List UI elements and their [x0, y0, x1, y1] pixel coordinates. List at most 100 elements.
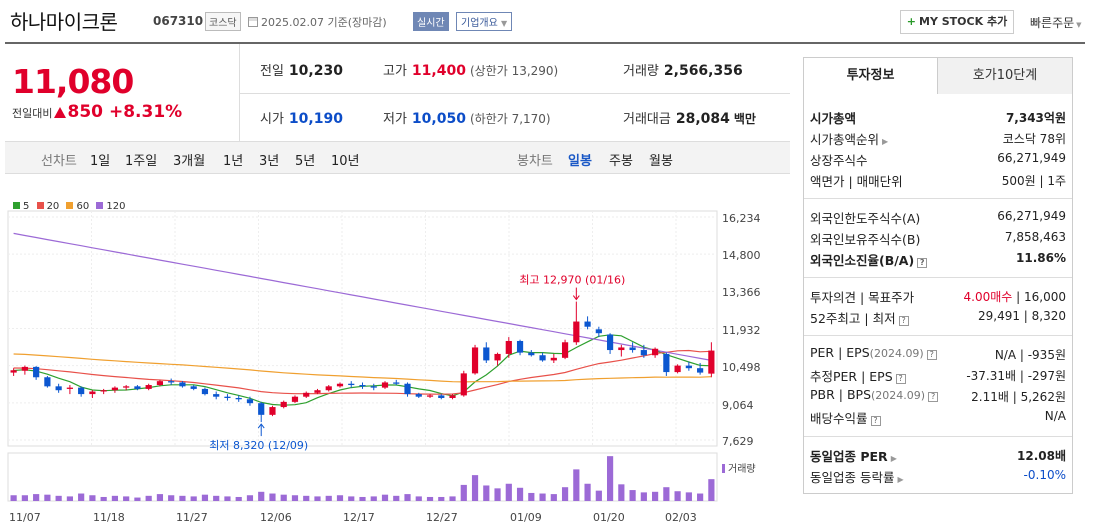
legend-ma120: 120 — [106, 201, 126, 212]
low-label: 저가 — [383, 112, 407, 127]
help-icon[interactable]: ? — [928, 392, 939, 402]
candle-body — [190, 386, 197, 389]
info-row-sector-per[interactable]: 동일업종 PER ▶ 12.08배 — [810, 446, 1066, 466]
upper-limit: (상한가 13,290) — [469, 64, 559, 78]
tab-investment-info[interactable]: 투자정보 — [804, 58, 938, 94]
volume-bar — [674, 491, 681, 501]
low-marker-arrowhead — [257, 423, 265, 429]
realtime-button[interactable]: 실시간 — [413, 12, 449, 31]
company-overview-dropdown[interactable]: 기업개요 ▼ — [456, 12, 513, 31]
volume-bar — [269, 493, 276, 501]
stock-name: 하나마이크론 — [10, 10, 118, 34]
volume-label-text: 거래량 — [728, 464, 756, 475]
prev-close: 전일 10,230 — [260, 60, 343, 79]
candle-body — [460, 373, 467, 396]
candle-body — [303, 392, 310, 397]
period-daily[interactable]: 일봉 — [568, 154, 592, 169]
period-1d[interactable]: 1일 — [90, 154, 111, 169]
row-label-wrap: 52주최고 | 최저? — [810, 308, 909, 327]
candle-body — [584, 321, 591, 327]
candle-body — [168, 381, 175, 383]
volume-bar — [415, 496, 422, 501]
open-price: 시가 10,190 — [260, 108, 343, 127]
tab-order-book[interactable]: 호가10단계 — [938, 58, 1072, 94]
help-icon[interactable]: ? — [895, 374, 906, 384]
candle-body — [201, 388, 209, 395]
volume-bar — [156, 494, 164, 501]
row-label: 외국인보유주식수(B) — [810, 232, 921, 247]
x-tick: 12/06 — [260, 511, 292, 524]
legend-swatch — [66, 202, 74, 209]
ma5-line — [13, 334, 712, 406]
volume-swatch — [722, 464, 725, 473]
row-value: 11.86% — [1016, 251, 1066, 265]
chevron-down-icon: ▼ — [1076, 21, 1082, 29]
candle-body — [528, 352, 535, 356]
candle-body — [505, 340, 512, 354]
info-row-foreign-held: 외국인보유주식수(B) 7,858,463 — [810, 229, 1066, 249]
up-triangle-icon — [54, 107, 67, 118]
period-10y[interactable]: 10년 — [331, 154, 360, 169]
candle-body — [471, 347, 479, 374]
row-value: -37.31배 | -297원 — [966, 369, 1066, 383]
period-monthly[interactable]: 월봉 — [649, 154, 673, 169]
volume-bar — [55, 495, 62, 501]
price-chart[interactable]: 5 20 60 120 최고 12,970 (01/16) 최저 8,320 (1… — [5, 195, 790, 531]
candle-body — [314, 390, 321, 393]
legend-ma60: 60 — [76, 201, 90, 212]
candle-body — [516, 340, 524, 353]
help-icon[interactable]: ? — [926, 350, 937, 360]
period-weekly[interactable]: 주봉 — [609, 154, 633, 169]
legend-ma20: 20 — [46, 201, 60, 212]
candle-body — [213, 394, 220, 397]
high-marker-arrowhead — [572, 295, 580, 301]
candle-body — [269, 407, 276, 415]
volume-bar — [246, 495, 254, 501]
stock-code: 067310 — [153, 14, 204, 28]
period-1w[interactable]: 1주일 — [125, 154, 158, 169]
info-tabs: 투자정보 호가10단계 — [804, 58, 1072, 94]
help-icon[interactable]: ? — [870, 416, 881, 426]
ma120-line — [13, 232, 712, 361]
help-icon[interactable]: ? — [917, 258, 928, 268]
trade-amount: 거래대금 28,084 백만 — [623, 108, 756, 127]
row-value: 7,343억원 — [1005, 111, 1066, 125]
row-label: 52주최고 | 최저 — [810, 311, 896, 326]
candle-body — [539, 355, 546, 361]
volume-bar — [528, 492, 535, 501]
volume-bar — [460, 484, 467, 501]
change-amount: 850 — [67, 102, 103, 122]
volume-bar — [516, 487, 524, 501]
row-label: 동일업종 등락률 — [810, 470, 895, 485]
period-1y[interactable]: 1년 — [223, 154, 244, 169]
volume: 거래량 2,566,356 — [623, 60, 743, 79]
volume-bar — [179, 495, 186, 501]
info-row-sector-change[interactable]: 동일업종 등락률 ▶ -0.10% — [810, 467, 1066, 487]
add-mystock-button[interactable]: + MY STOCK 추가 — [900, 10, 1014, 34]
y-tick: 14,800 — [722, 249, 761, 262]
volume-bar — [539, 493, 546, 501]
volume-bar — [123, 496, 130, 501]
high-annotation: 최고 12,970 (01/16) — [519, 274, 625, 287]
info-row-cap-rank[interactable]: 시가총액순위 ▶ 코스닥 78위 — [810, 129, 1066, 149]
legend-swatch — [96, 202, 104, 209]
chevron-right-icon: ▶ — [882, 137, 889, 146]
candle-body — [370, 386, 377, 388]
period-3m[interactable]: 3개월 — [173, 154, 206, 169]
volume-bar — [449, 496, 456, 501]
period-3y[interactable]: 3년 — [259, 154, 280, 169]
ma20-line — [13, 349, 712, 395]
volume-bar — [89, 495, 96, 501]
quick-order-dropdown[interactable]: 빠른주문 ▼ — [1030, 14, 1082, 31]
volume-bar — [100, 496, 107, 501]
plus-icon: + — [906, 15, 917, 28]
row-label-wrap: 동일업종 등락률 ▶ — [810, 467, 904, 486]
volume-bar — [280, 494, 287, 501]
help-icon[interactable]: ? — [898, 316, 909, 326]
period-5y[interactable]: 5년 — [295, 154, 316, 169]
candle-body — [663, 353, 670, 373]
volume-bar — [393, 495, 400, 501]
volume-bar — [584, 483, 591, 501]
stock-header: 하나마이크론 067310 코스닥 2025.02.07 기준(장마감) 실시간… — [0, 0, 1094, 44]
y-tick: 7,629 — [722, 435, 754, 448]
